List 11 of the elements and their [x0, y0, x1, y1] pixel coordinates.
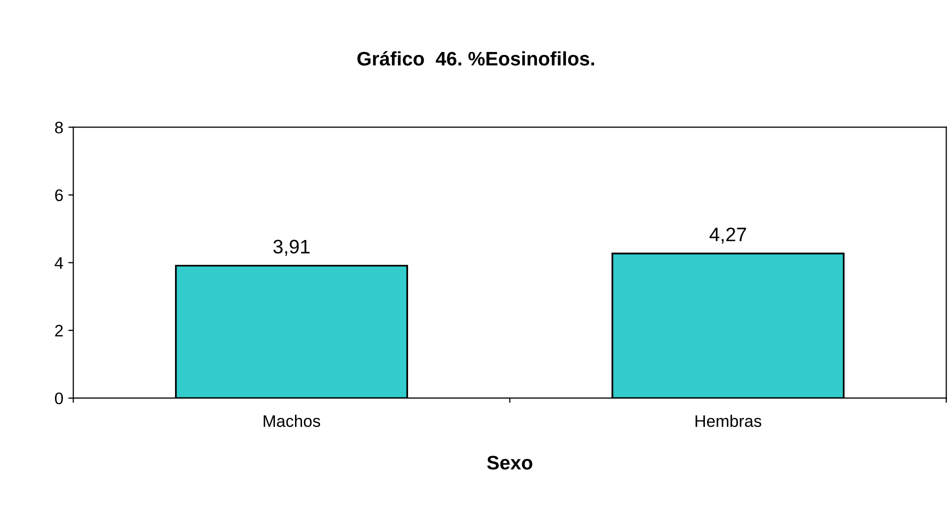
data-label: 3,91	[273, 240, 310, 256]
x-axis-title: Sexo	[487, 456, 532, 470]
x-tick-label: Hembras	[696, 414, 762, 427]
data-label: 4,27	[710, 228, 746, 244]
y-tick-label: 4	[54, 257, 64, 269]
chart-title: Gráfico 46. %Eosinofilos.	[357, 51, 594, 66]
y-tick-label: 8	[55, 122, 63, 134]
y-tick-label: 2	[55, 324, 63, 336]
y-tick-label: 0	[54, 392, 63, 404]
y-tick-label: 6	[55, 189, 63, 202]
x-tick-label: Machos	[264, 414, 320, 427]
